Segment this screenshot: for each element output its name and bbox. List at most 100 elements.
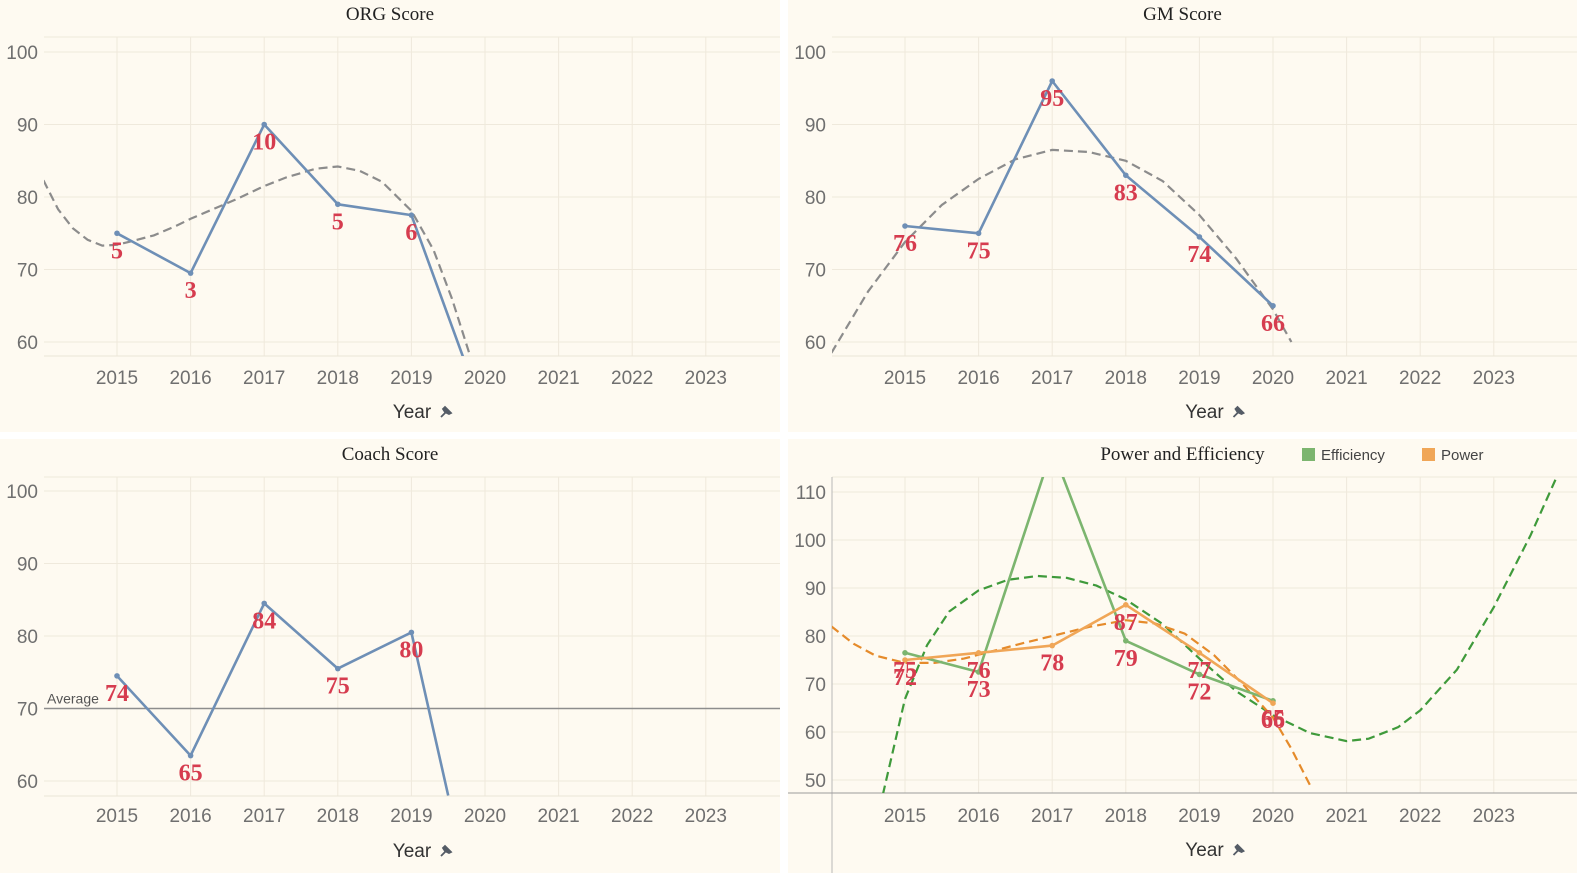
x-tick-label: 2022	[1399, 806, 1441, 827]
gm-score-panel: GM Score 60 70 80 90 100 2015 2016 2017 2018 2019 2…	[788, 0, 1577, 432]
data-point	[1270, 302, 1276, 309]
y-tick-label: 90	[17, 555, 38, 576]
series-line	[904, 603, 1274, 705]
legend-label: Efficiency	[1321, 447, 1385, 464]
y-tick-label: 50	[805, 771, 826, 792]
pin-icon	[440, 844, 453, 857]
data-point	[1270, 700, 1276, 706]
x-tick-label: 2015	[96, 806, 138, 827]
x-tick-label: 2020	[464, 368, 506, 389]
y-tick-label: 100	[6, 43, 38, 64]
legend-label: Power	[1441, 447, 1484, 464]
x-tick-label: 2017	[1031, 806, 1073, 827]
pin-icon	[1232, 405, 1246, 418]
x-tick-label: 2022	[611, 368, 653, 389]
x-axis-title: Year	[393, 402, 432, 423]
data-label: 77	[1187, 658, 1211, 684]
data-point	[335, 201, 341, 208]
x-tick-label: 2023	[1473, 806, 1515, 827]
data-label: 6	[405, 220, 417, 246]
x-tick-label: 2021	[537, 368, 579, 389]
data-label: 80	[399, 637, 423, 663]
x-tick-label: 2019	[390, 806, 432, 827]
y-tick-label: 80	[17, 188, 38, 209]
data-label: 76	[967, 658, 991, 684]
y-tick-label: 100	[794, 531, 826, 552]
data-point	[1049, 642, 1055, 649]
x-tick-label: 2018	[1105, 368, 1147, 389]
plot-area	[832, 78, 1293, 354]
org-score-panel: ORG Score 60 70 80 90 100 2015 2016 2017 2018 2019…	[0, 0, 780, 432]
data-label: 73	[967, 677, 991, 703]
data-label: 72	[1187, 679, 1211, 705]
data-point	[114, 673, 120, 679]
y-tick-label: 110	[796, 483, 826, 504]
chart-title: Power and Efficiency	[1100, 444, 1265, 465]
x-tick-label: 2023	[685, 368, 727, 389]
data-point	[975, 650, 982, 656]
data-point	[187, 270, 194, 276]
x-tick-label: 2016	[957, 806, 999, 827]
pin-icon	[440, 405, 453, 418]
data-label: 3	[185, 278, 197, 304]
x-tick-label: 2017	[1031, 368, 1073, 389]
data-label: 65	[1261, 706, 1285, 732]
data-label: 10	[252, 130, 276, 156]
power-efficiency-panel: Power and Efficiency 50 60 70 80 90 100 110 2015…	[788, 439, 1577, 873]
x-tick-label: 2019	[1178, 368, 1220, 389]
data-label: 75	[967, 238, 991, 264]
gm-score-chart: GM Score 60 70 80 90 100 2015 2016 2017 2018 2019 2…	[794, 4, 1577, 423]
data-point	[902, 650, 908, 656]
plot-area	[114, 600, 450, 796]
y-tick-label: 70	[17, 261, 38, 282]
chart-title: ORG Score	[346, 4, 434, 25]
x-tick-label: 2018	[317, 806, 359, 827]
y-tick-label: 60	[17, 333, 38, 354]
data-label: 74	[105, 681, 129, 707]
y-tick-label: 90	[17, 116, 38, 137]
chart-title: GM Score	[1143, 4, 1222, 25]
data-point	[335, 665, 341, 672]
data-label: 95	[1040, 86, 1064, 112]
data-label: 5	[111, 238, 123, 264]
x-tick-label: 2022	[1399, 368, 1441, 389]
y-tick-label: 60	[805, 723, 826, 744]
legend-swatch	[1302, 448, 1315, 461]
data-point	[902, 223, 908, 229]
x-tick-label: 2023	[685, 806, 727, 827]
data-label: 75	[893, 658, 917, 684]
x-tick-label: 2020	[1252, 368, 1294, 389]
data-point	[1049, 446, 1055, 452]
plot-area	[44, 121, 472, 356]
x-tick-label: 2016	[169, 368, 211, 389]
legend-swatch	[1422, 448, 1435, 461]
coach-score-chart: Coach Score 60 70 80 90 100 2015 2016 2017 2018 20…	[6, 444, 780, 862]
series-line	[904, 477, 1274, 703]
coach-score-panel: Coach Score 60 70 80 90 100 2015 2016 2017 2018 20…	[0, 439, 780, 873]
y-tick-label: 60	[805, 333, 826, 354]
x-axis-title: Year	[1185, 840, 1224, 861]
y-tick-label: 90	[805, 116, 826, 137]
y-tick-label: 100	[6, 482, 38, 503]
pin-icon	[1232, 843, 1246, 856]
data-point	[114, 230, 120, 237]
trend-line	[882, 477, 1558, 793]
x-tick-label: 2019	[1178, 806, 1220, 827]
data-point	[975, 230, 982, 237]
plot-area	[832, 446, 1558, 793]
data-label: 72	[893, 665, 917, 691]
x-tick-label: 2021	[1325, 368, 1367, 389]
data-point	[1196, 650, 1203, 656]
data-point	[902, 657, 908, 663]
x-tick-label: 2015	[884, 806, 926, 827]
x-tick-label: 2016	[169, 806, 211, 827]
data-point	[1123, 602, 1129, 608]
data-point	[261, 121, 268, 128]
data-label: 76	[893, 231, 917, 257]
series-line	[116, 602, 450, 796]
data-point	[1049, 78, 1055, 84]
y-tick-label: 70	[805, 675, 826, 696]
data-label: 65	[179, 761, 203, 787]
x-tick-label: 2015	[96, 368, 138, 389]
x-tick-label: 2017	[243, 368, 285, 389]
